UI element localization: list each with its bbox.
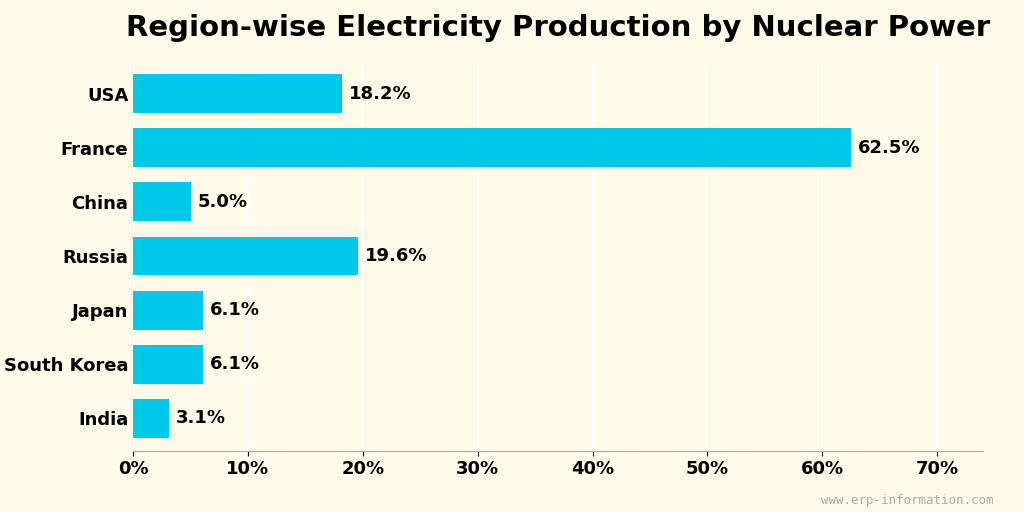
Text: www.erp-information.com: www.erp-information.com (821, 494, 993, 507)
Bar (133, 237, 358, 275)
Text: 5.0%: 5.0% (198, 193, 248, 211)
Bar (133, 291, 203, 330)
Bar (133, 74, 342, 113)
Text: 3.1%: 3.1% (176, 409, 225, 427)
Bar (133, 345, 203, 383)
Bar (133, 399, 169, 438)
Bar (133, 129, 851, 167)
Text: 19.6%: 19.6% (366, 247, 428, 265)
Title: Region-wise Electricity Production by Nuclear Power: Region-wise Electricity Production by Nu… (126, 14, 990, 42)
Text: 18.2%: 18.2% (349, 85, 412, 103)
Bar (133, 182, 190, 221)
Text: 62.5%: 62.5% (858, 139, 921, 157)
Text: 6.1%: 6.1% (210, 355, 260, 373)
Text: 6.1%: 6.1% (210, 301, 260, 319)
